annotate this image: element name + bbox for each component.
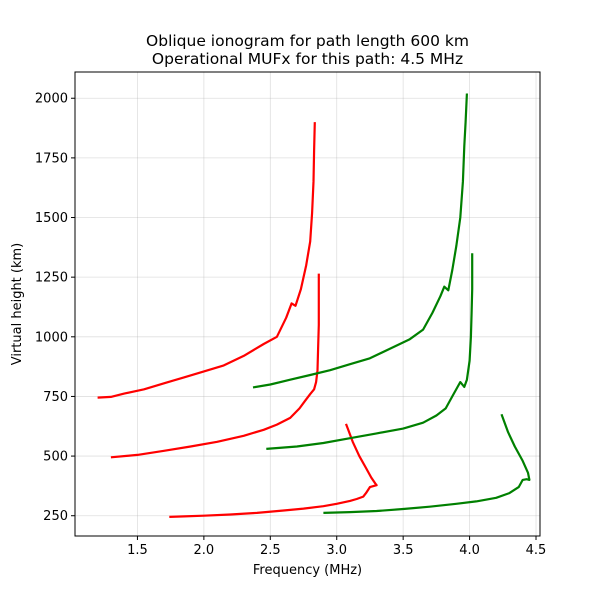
x-axis-label: Frequency (MHz) [253, 563, 362, 578]
plot-frame [74, 71, 541, 537]
y-tick-label: 1250 [35, 271, 68, 286]
x-axis: 1.5 2.0 2.5 3.0 3.5 4.0 4.5 [127, 536, 546, 558]
trace-line-2 [110, 273, 320, 459]
data-series [97, 93, 531, 518]
trace-line-6 [252, 93, 468, 389]
x-tick-label: 2.0 [194, 543, 215, 558]
y-axis: 250 500 750 1000 1250 1500 1750 2000 [35, 92, 75, 524]
x-tick-label: 3.0 [326, 543, 347, 558]
y-tick-label: 500 [43, 450, 68, 465]
y-tick-label: 2000 [35, 92, 68, 107]
x-tick-label: 1.5 [127, 543, 148, 558]
trace-line-5 [266, 253, 474, 450]
y-tick-label: 1750 [35, 151, 68, 166]
chart-subtitle: Operational MUFx for this path: 4.5 MHz [152, 50, 463, 68]
x-tick-label: 4.5 [526, 543, 547, 558]
y-tick-label: 1500 [35, 211, 68, 226]
x-tick-label: 4.0 [459, 543, 480, 558]
trace-line-4 [323, 413, 531, 514]
y-tick-label: 1000 [35, 330, 68, 345]
y-tick-label: 750 [43, 390, 68, 405]
y-axis-label: Virtual height (km) [10, 243, 25, 366]
x-tick-label: 3.5 [393, 543, 414, 558]
y-tick-label: 250 [43, 509, 68, 524]
trace-line-3 [97, 122, 316, 399]
chart-title: Oblique ionogram for path length 600 km [146, 32, 469, 50]
x-tick-label: 2.5 [260, 543, 281, 558]
trace-line-1 [169, 423, 378, 518]
